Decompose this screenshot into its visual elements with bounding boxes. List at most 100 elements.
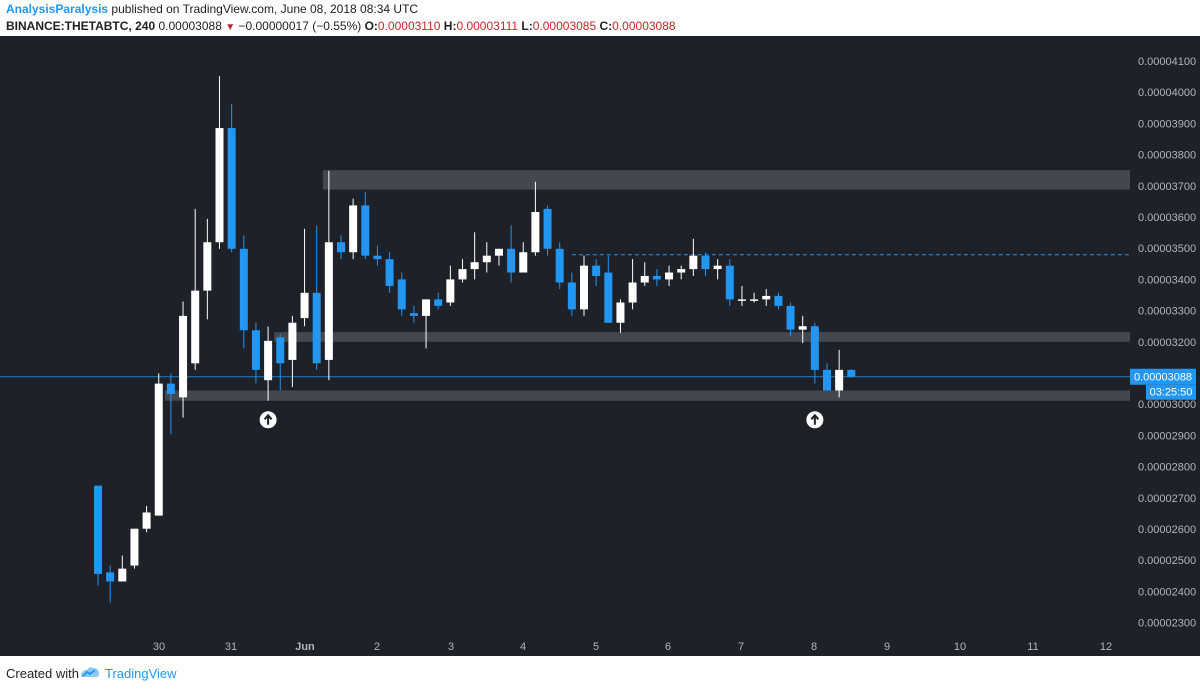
time-tick-label: 6 [665,641,671,653]
publish-info: AnalysisParalysis published on TradingVi… [6,2,418,16]
candle [166,373,175,435]
time-tick-label: 4 [520,641,526,653]
candle [239,235,248,349]
candle-body [640,275,649,283]
candle [689,238,698,276]
candle [567,272,576,316]
candle [652,269,661,286]
candle [94,485,102,586]
candle [786,302,795,337]
candle-body [494,248,503,256]
candle-body [713,265,722,270]
candle-body [580,265,588,310]
zones-layer [164,170,1131,401]
marker-arrow [810,413,820,425]
candle-body [397,279,406,310]
candle-body [239,248,248,331]
price-tick-label: 0.00003800 [1138,150,1196,162]
candle [385,252,394,293]
candle-body [154,383,163,516]
candle-body [94,485,102,574]
candle-body [142,512,151,529]
symbol-label[interactable]: BINANCE:THETABTC, 240 [6,19,156,33]
candle [616,299,625,333]
candle [106,565,115,603]
candle [494,248,503,266]
candle-body [130,528,139,566]
candle-body [677,269,686,273]
candle-body [349,205,358,253]
candle-body [762,295,771,300]
candle [823,363,831,391]
candle [519,242,528,273]
candle-body [725,265,734,300]
price-tick-label: 0.00004000 [1138,87,1196,99]
candle-body [276,337,285,364]
price-chart[interactable]: 0.00004100 0.00004000 0.00003900 0.00003800… [0,36,1200,656]
candle-body [361,205,370,256]
candle [798,315,807,344]
candle [276,334,285,391]
price-tick-label: 0.00003900 [1138,118,1196,130]
candle-body [264,340,273,381]
candle [592,259,601,286]
candle [142,505,151,533]
candle-body [337,242,345,253]
candle [227,103,236,253]
tradingview-brand[interactable]: TradingView [105,666,177,681]
price-tick-label: 0.00002500 [1138,555,1196,567]
candle [725,259,734,306]
countdown-badge [1146,384,1196,400]
price-tick-label: 0.00003000 [1138,399,1196,411]
price-axis: 0.00004100 0.00004000 0.00003900 0.00003800… [1130,56,1196,630]
tradingview-logo-icon [81,667,99,677]
price-tick-label: 0.00003500 [1138,243,1196,255]
time-tick-label: 7 [738,641,744,653]
author-link[interactable]: AnalysisParalysis [6,2,109,16]
candle [531,181,540,256]
candle [300,228,309,327]
candle-body [786,305,795,330]
candle-body [835,369,844,391]
candle [762,289,771,306]
candle [810,322,819,384]
low-value: 0.00003085 [532,19,597,33]
up-arrow-marker-icon [806,411,824,429]
candle-body [312,292,321,364]
candle [774,292,783,310]
candle [677,265,686,280]
candle-body [300,292,309,319]
chart-canvas[interactable]: 0.00004100 0.00004000 0.00003900 0.00003800… [0,36,1200,656]
price-tick-label: 0.00002400 [1138,586,1196,598]
chart-background [0,36,1200,656]
candle-body [409,313,418,316]
candle [422,299,431,349]
price-tick-label: 0.00003700 [1138,181,1196,193]
price-tick-label: 0.00003600 [1138,212,1196,224]
candle-body [689,255,698,270]
candle [604,255,613,323]
candle-body [458,269,467,280]
price-tick-label: 0.00003200 [1138,337,1196,349]
candle-body [543,208,552,249]
candle-body [567,282,576,310]
price-tick-label: 0.00002900 [1138,430,1196,442]
candle [203,218,212,320]
candle-body [531,211,540,253]
candle-body [288,322,297,360]
candle-body [191,290,200,364]
candle-body [166,383,175,394]
candle-body [227,128,236,249]
candle-body [750,299,759,301]
open-value: 0.00003110 [377,19,441,33]
chart-header: AnalysisParalysis published on TradingVi… [0,0,1200,36]
candle [397,272,406,316]
candle [373,245,382,266]
candle [446,265,455,306]
candle [251,322,260,384]
candle-body [616,302,625,323]
candle [337,235,345,260]
close-value: 0.00003088 [612,19,676,33]
candle-body [434,299,443,306]
price-tick-label: 0.00002800 [1138,462,1196,474]
